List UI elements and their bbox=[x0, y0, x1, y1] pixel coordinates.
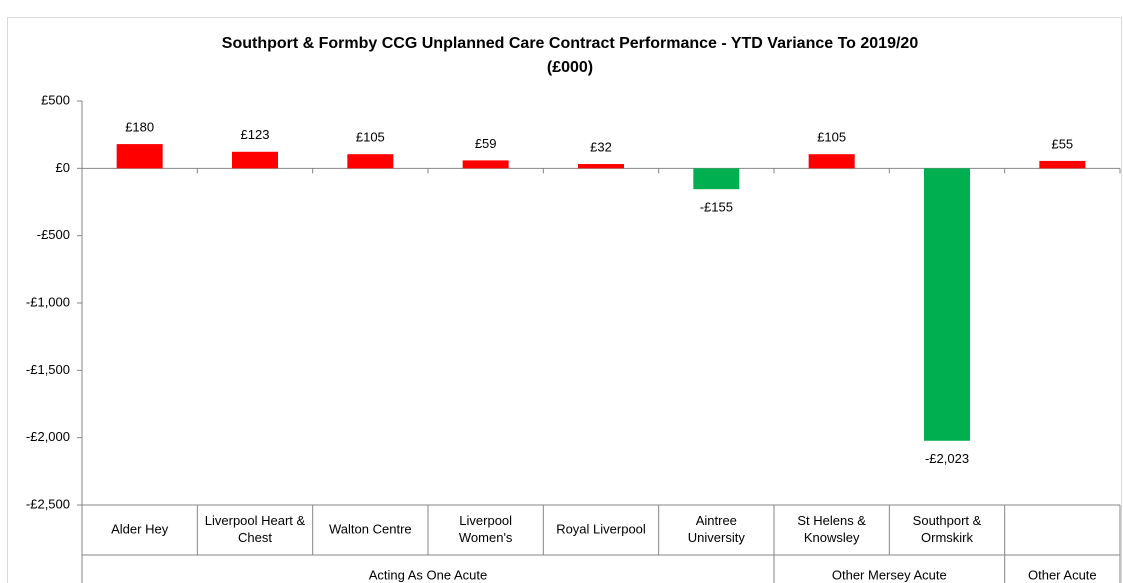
data-label: £180 bbox=[125, 120, 154, 135]
y-tick-label: £500 bbox=[41, 92, 70, 107]
x-tick-label: Aintree bbox=[696, 513, 737, 528]
bar bbox=[462, 160, 509, 169]
bar bbox=[808, 154, 855, 169]
data-label: £123 bbox=[241, 127, 270, 142]
x-tick-label: Knowsley bbox=[804, 530, 860, 545]
group-label: Acting As One Acute bbox=[369, 567, 488, 582]
data-label: -£2,023 bbox=[925, 451, 969, 466]
group-label: Other Mersey Acute bbox=[832, 567, 947, 582]
y-tick-label: -£1,500 bbox=[26, 362, 70, 377]
chart-title: (£000) bbox=[547, 59, 593, 76]
data-label: £55 bbox=[1051, 136, 1073, 151]
bar bbox=[116, 144, 163, 169]
x-tick-label: Liverpool Heart & bbox=[205, 513, 306, 528]
data-label: £32 bbox=[590, 139, 612, 154]
data-label: £59 bbox=[475, 136, 497, 151]
x-tick-label: Chest bbox=[238, 530, 272, 545]
y-tick-label: £0 bbox=[56, 160, 70, 175]
y-tick-label: -£2,500 bbox=[26, 496, 70, 511]
chart-title: Southport & Formby CCG Unplanned Care Co… bbox=[222, 35, 919, 52]
y-tick-label: -£1,000 bbox=[26, 294, 70, 309]
bar bbox=[693, 168, 740, 190]
x-tick-label: Ormskirk bbox=[921, 530, 973, 545]
x-tick-label: St Helens & bbox=[797, 513, 866, 528]
data-label: -£155 bbox=[700, 200, 733, 215]
x-tick-label: Women's bbox=[459, 530, 513, 545]
bar bbox=[232, 151, 278, 169]
x-tick-label: University bbox=[688, 530, 746, 545]
y-tick-label: -£2,000 bbox=[26, 429, 70, 444]
data-label: £105 bbox=[356, 130, 385, 145]
x-tick-label: Walton Centre bbox=[329, 521, 412, 536]
x-tick-label: Royal Liverpool bbox=[556, 521, 646, 536]
x-tick-label: Alder Hey bbox=[111, 521, 169, 536]
x-tick-label: Southport & bbox=[913, 513, 982, 528]
y-tick-label: -£500 bbox=[37, 227, 70, 242]
data-label: £105 bbox=[817, 130, 846, 145]
bar bbox=[1039, 160, 1086, 169]
bar bbox=[578, 164, 624, 169]
bar bbox=[924, 168, 970, 441]
group-label: Other Acute bbox=[1028, 567, 1097, 582]
x-tick-label: Liverpool bbox=[459, 513, 512, 528]
bar bbox=[347, 154, 394, 169]
